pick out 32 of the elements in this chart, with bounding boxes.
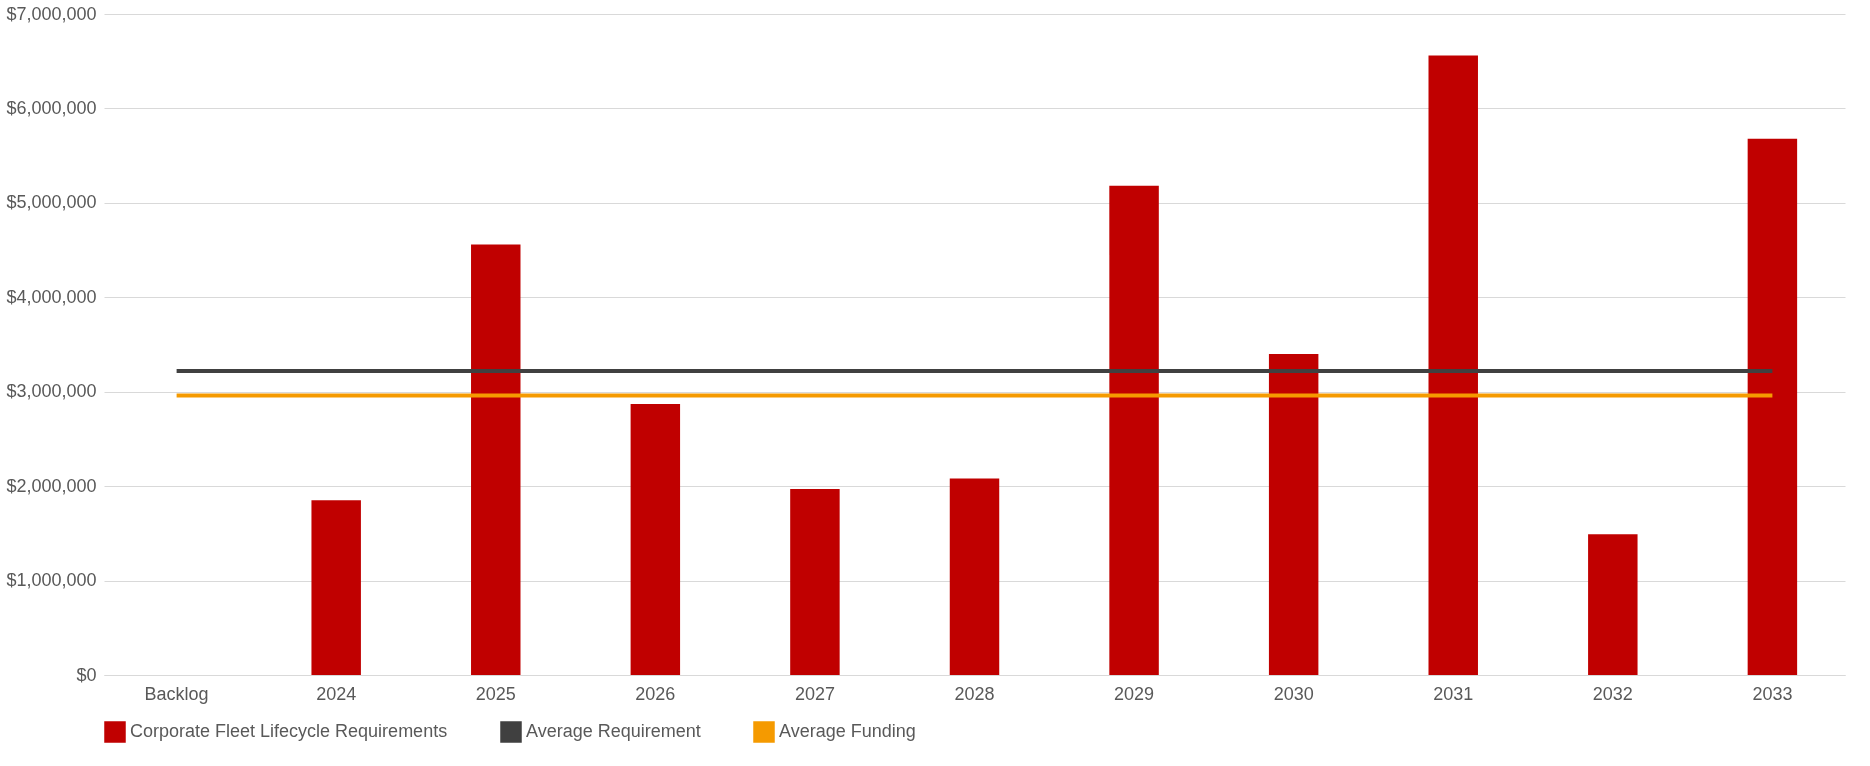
y-tick-label: $4,000,000 [6,286,97,307]
x-tick-label: 2028 [954,683,995,704]
bar [471,244,521,675]
bar [311,500,361,675]
y-tick-label: $1,000,000 [6,570,97,591]
bar [1747,138,1798,675]
x-tick-label: 2031 [1433,683,1474,704]
bar [1588,534,1638,675]
bar [1268,353,1319,675]
x-tick-label: Backlog [144,683,209,704]
y-tick-label: $7,000,000 [6,3,97,24]
bar [949,478,1000,675]
y-tick-label: $5,000,000 [6,192,97,213]
bar [1109,185,1159,675]
legend-label: Average Funding [779,721,916,741]
x-tick-label: 2025 [475,683,516,704]
y-tick-label: $2,000,000 [6,475,97,496]
y-tick-label: $3,000,000 [6,381,97,402]
x-tick-label: 2024 [316,683,357,704]
x-tick-label: 2030 [1273,683,1314,704]
x-tick-label: 2027 [794,683,835,704]
y-tick-label: $6,000,000 [6,97,97,118]
legend-label: Corporate Fleet Lifecycle Requirements [130,721,448,741]
y-tick-label: $0 [76,664,97,685]
x-tick-label: 2029 [1114,683,1155,704]
x-tick-label: 2033 [1752,683,1793,704]
x-tick-label: 2032 [1592,683,1633,704]
x-tick-label: 2026 [635,683,676,704]
bar [790,488,840,675]
legend-label: Average Requirement [526,721,701,741]
bar [1428,55,1478,675]
bar [630,403,681,675]
